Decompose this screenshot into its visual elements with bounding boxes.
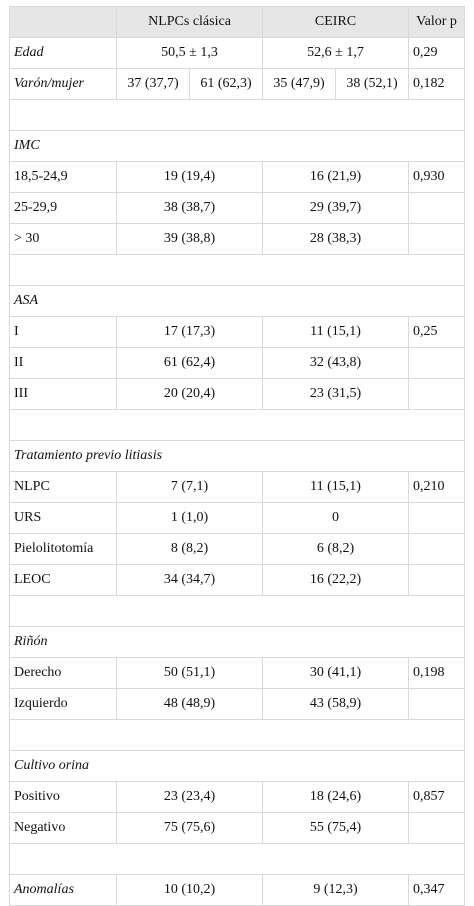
table-row: Derecho 50 (51,1) 30 (41,1) 0,198 (9, 657, 466, 689)
header-pvalue: Valor p (408, 6, 466, 38)
table-row: 25-29,9 38 (38,7) 29 (39,7) (9, 192, 466, 224)
table-row: I 17 (17,3) 11 (15,1) 0,25 (9, 316, 466, 348)
section-header: ASA (8, 285, 466, 317)
table-row: Izquierdo 48 (48,9) 43 (58,9) (9, 688, 466, 720)
cell-b2: 38 (52,1) (335, 68, 410, 100)
cell-a2: 61 (62,3) (188, 68, 264, 100)
table-row: LEOC 34 (34,7) 16 (22,2) (9, 564, 466, 596)
table-row: URS 1 (1,0) 0 (9, 502, 466, 534)
header-nlpcs: NLPCs clásica (115, 6, 264, 38)
cell-b: 52,6 ± 1,7 (262, 37, 410, 69)
row-label: Edad (9, 37, 117, 69)
table-row: Negativo 75 (75,6) 55 (75,4) (9, 812, 466, 844)
header-empty (9, 6, 117, 38)
demographics-table: NLPCs clásica CEIRC Valor p Edad 50,5 ± … (8, 6, 466, 906)
table-row: III 20 (20,4) 23 (31,5) (9, 378, 466, 410)
cell-a1: 37 (37,7) (116, 68, 190, 100)
header-row: NLPCs clásica CEIRC Valor p (9, 6, 466, 38)
cell-a: 10 (10,2) (115, 874, 264, 906)
cell-b: 9 (12,3) (262, 874, 410, 906)
table-row: 18,5-24,9 19 (19,4) 16 (21,9) 0,930 (9, 161, 466, 193)
table-row: > 30 39 (38,8) 28 (38,3) (9, 223, 466, 255)
header-ceirc: CEIRC (262, 6, 410, 38)
table-row: Varón/mujer 37 (37,7) 61 (62,3) 35 (47,9… (9, 68, 466, 100)
table-row: Positivo 23 (23,4) 18 (24,6) 0,857 (9, 781, 466, 813)
table-row: Edad 50,5 ± 1,3 52,6 ± 1,7 0,29 (9, 37, 466, 69)
table-row: Pielolitotomía 8 (8,2) 6 (8,2) (9, 533, 466, 565)
section-header: Cultivo orina (8, 750, 466, 782)
section-header: Tratamiento previo litiasis (8, 440, 466, 472)
table-row: NLPC 7 (7,1) 11 (15,1) 0,210 (9, 471, 466, 503)
page: NLPCs clásica CEIRC Valor p Edad 50,5 ± … (8, 6, 466, 906)
cell-p: 0,29 (408, 37, 466, 69)
cell-a: 50,5 ± 1,3 (115, 37, 264, 69)
row-label: Varón/mujer (9, 68, 117, 100)
table-row: Anomalías 10 (10,2) 9 (12,3) 0,347 (9, 874, 466, 906)
cell-p: 0,347 (408, 874, 466, 906)
row-label: Anomalías (9, 874, 117, 906)
table-row: II 61 (62,4) 32 (43,8) (9, 347, 466, 379)
section-header: Riñón (8, 626, 466, 658)
cell-b1: 35 (47,9) (262, 68, 337, 100)
cell-p: 0,182 (408, 68, 466, 100)
section-header: IMC (8, 130, 466, 162)
